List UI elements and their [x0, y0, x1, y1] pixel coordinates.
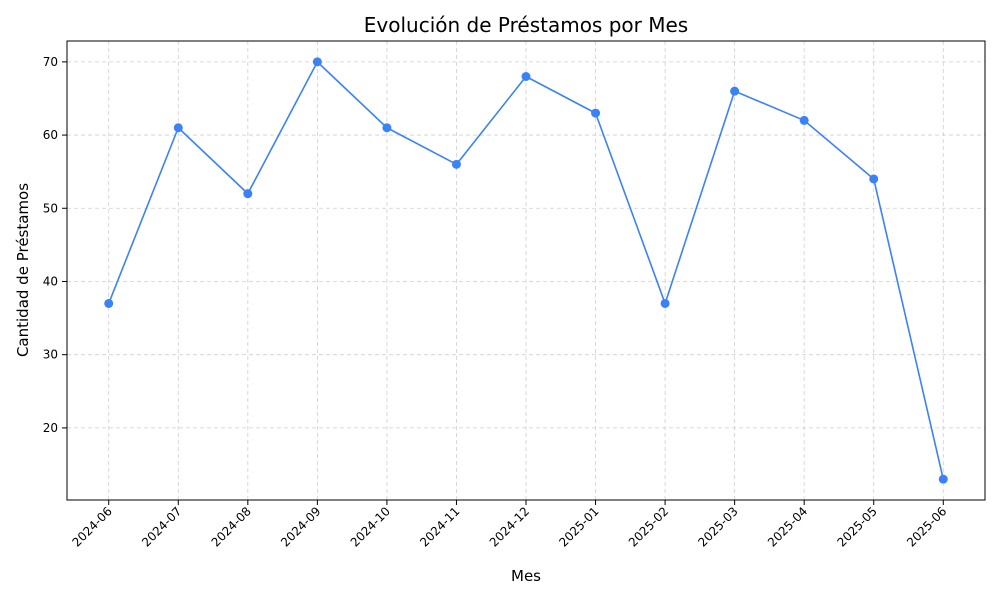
x-axis-label: Mes: [511, 567, 541, 585]
data-point: [730, 86, 740, 96]
x-tick-label: 2025-04: [765, 504, 810, 549]
x-tick-label: 2025-06: [904, 504, 949, 549]
x-tick-label: 2025-03: [695, 504, 740, 549]
data-point: [521, 72, 531, 82]
x-tick-label: 2024-11: [417, 504, 462, 549]
data-point: [312, 57, 322, 67]
data-point: [869, 174, 879, 184]
y-tick-label: 50: [43, 201, 58, 215]
y-tick-label: 40: [43, 274, 58, 288]
data-point: [591, 108, 601, 118]
x-tick-label: 2024-10: [348, 504, 393, 549]
data-point: [451, 159, 461, 169]
series-loans: [104, 57, 948, 484]
y-tick-label: 20: [43, 421, 58, 435]
plot-frame: [66, 40, 986, 501]
data-point: [660, 298, 670, 308]
y-tick-label: 60: [43, 128, 58, 142]
y-tick-label: 70: [43, 55, 58, 69]
x-tick-label: 2025-01: [556, 504, 601, 549]
x-tick-label: 2024-09: [278, 504, 323, 549]
x-tick-label: 2025-05: [834, 504, 879, 549]
y-axis-label: Cantidad de Préstamos: [14, 183, 32, 357]
x-tick-label: 2024-07: [139, 504, 184, 549]
data-point: [243, 189, 253, 199]
chart-title: Evolución de Préstamos por Mes: [364, 13, 688, 37]
data-point: [799, 115, 809, 125]
data-point: [104, 298, 114, 308]
x-tick-label: 2024-06: [69, 504, 114, 549]
grid: [67, 41, 985, 500]
data-point: [938, 474, 948, 484]
series-line: [107, 61, 945, 480]
x-tick-label: 2024-12: [487, 504, 532, 549]
x-tick-label: 2024-08: [209, 504, 254, 549]
data-point: [173, 123, 183, 133]
x-tick-label: 2025-02: [626, 504, 671, 549]
y-tick-label: 30: [43, 348, 58, 362]
data-point: [382, 123, 392, 133]
